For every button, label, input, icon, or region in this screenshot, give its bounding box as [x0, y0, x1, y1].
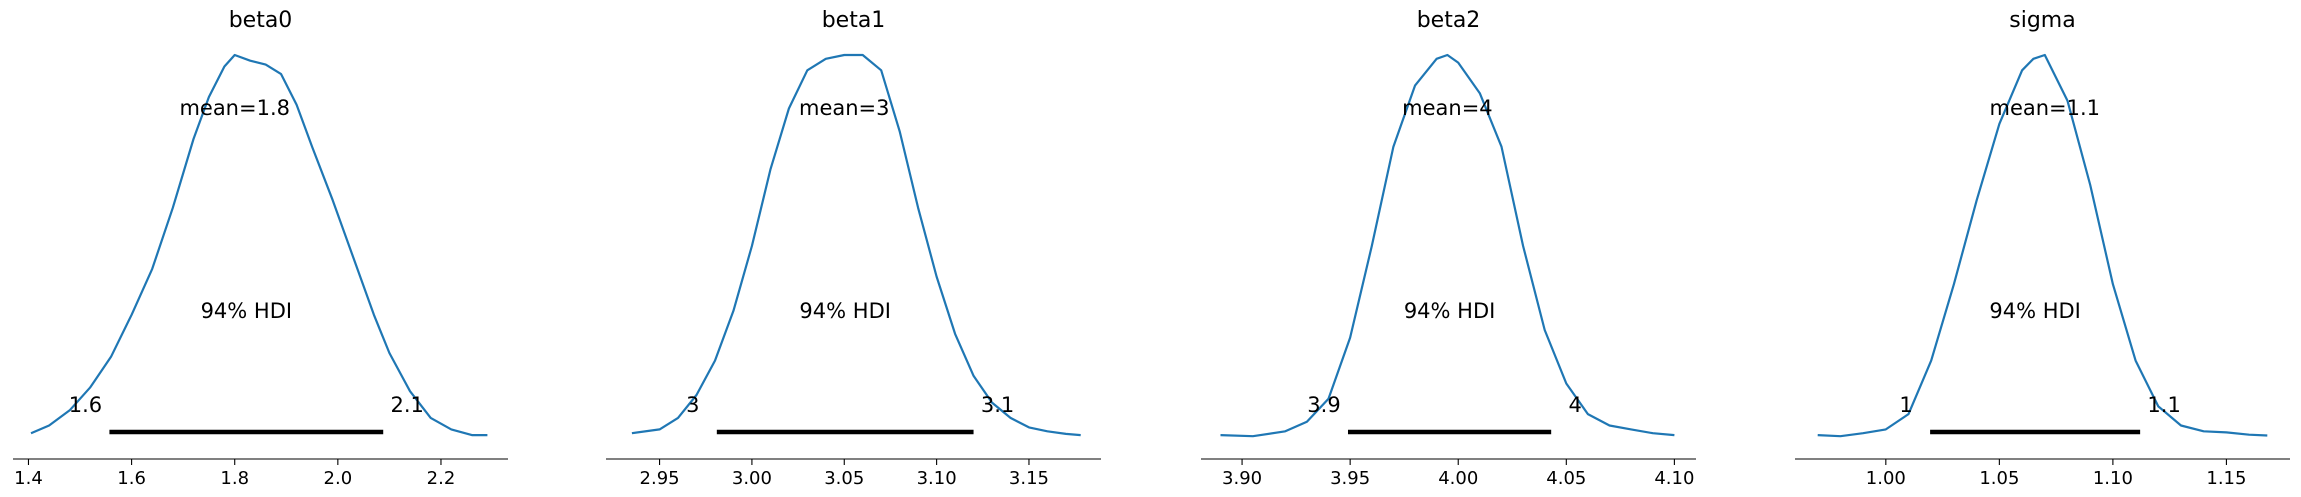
hdi-high-label: 2.1 [391, 393, 424, 417]
panel-title: beta2 [1417, 8, 1481, 33]
panel-title: beta1 [822, 8, 886, 33]
x-tick-label: 3.00 [732, 468, 772, 489]
x-tick-label: 3.95 [1330, 468, 1370, 489]
panel-beta0: beta0 mean=1.8 94% HDI 1.6 2.1 1.4 1.6 1.8… [13, 8, 508, 489]
hdi-label: 94% HDI [799, 299, 891, 323]
x-tick-label: 1.05 [1979, 468, 2019, 489]
hdi-label: 94% HDI [201, 299, 293, 323]
x-tick-label: 1.00 [1866, 468, 1906, 489]
hdi-low-label: 3 [686, 393, 699, 417]
x-tick-label: 3.05 [824, 468, 864, 489]
hdi-label: 94% HDI [1404, 299, 1496, 323]
hdi-high-label: 4 [1568, 393, 1581, 417]
mean-label: mean=1.1 [1989, 96, 2100, 120]
x-tick-label: 4.05 [1546, 468, 1586, 489]
x-tick-label: 1.8 [220, 468, 249, 489]
x-ticks: 3.90 3.95 4.00 4.05 4.10 [1222, 459, 1694, 489]
hdi-low-label: 1 [1899, 393, 1912, 417]
hdi-label: 94% HDI [1989, 299, 2081, 323]
hdi-low-label: 3.9 [1307, 393, 1340, 417]
x-tick-label: 1.15 [2206, 468, 2246, 489]
x-tick-label: 2.2 [427, 468, 456, 489]
hdi-high-label: 1.1 [2147, 393, 2180, 417]
x-tick-label: 2.0 [324, 468, 353, 489]
x-ticks: 2.95 3.00 3.05 3.10 3.15 [640, 459, 1049, 489]
x-tick-label: 2.95 [640, 468, 680, 489]
hdi-low-label: 1.6 [69, 393, 102, 417]
x-tick-label: 1.4 [14, 468, 43, 489]
x-tick-label: 3.15 [1009, 468, 1049, 489]
density-curve [30, 53, 488, 437]
hdi-high-label: 3.1 [981, 393, 1014, 417]
x-tick-label: 3.90 [1222, 468, 1262, 489]
mean-label: mean=3 [799, 96, 890, 120]
panel-beta2: beta2 mean=4 94% HDI 3.9 4 3.90 3.95 4.00 4… [1201, 8, 1696, 489]
panel-title: beta0 [229, 8, 293, 33]
mean-label: mean=1.8 [179, 96, 290, 120]
density-curve [631, 53, 1081, 437]
x-tick-label: 1.6 [117, 468, 146, 489]
mean-label: mean=4 [1402, 96, 1493, 120]
x-tick-label: 3.10 [917, 468, 957, 489]
x-tick-label: 4.10 [1654, 468, 1694, 489]
panel-sigma: sigma mean=1.1 94% HDI 1 1.1 1.00 1.05 1.1… [1795, 8, 2290, 489]
x-tick-label: 4.00 [1438, 468, 1478, 489]
density-curve [1220, 53, 1675, 438]
panel-title: sigma [2009, 8, 2075, 33]
density-curve [1817, 53, 2268, 438]
panel-beta1: beta1 mean=3 94% HDI 3 3.1 2.95 3.00 3.05 3… [606, 8, 1101, 489]
x-ticks: 1.4 1.6 1.8 2.0 2.2 [14, 459, 455, 489]
x-ticks: 1.00 1.05 1.10 1.15 [1866, 459, 2246, 489]
x-tick-label: 1.10 [2093, 468, 2133, 489]
